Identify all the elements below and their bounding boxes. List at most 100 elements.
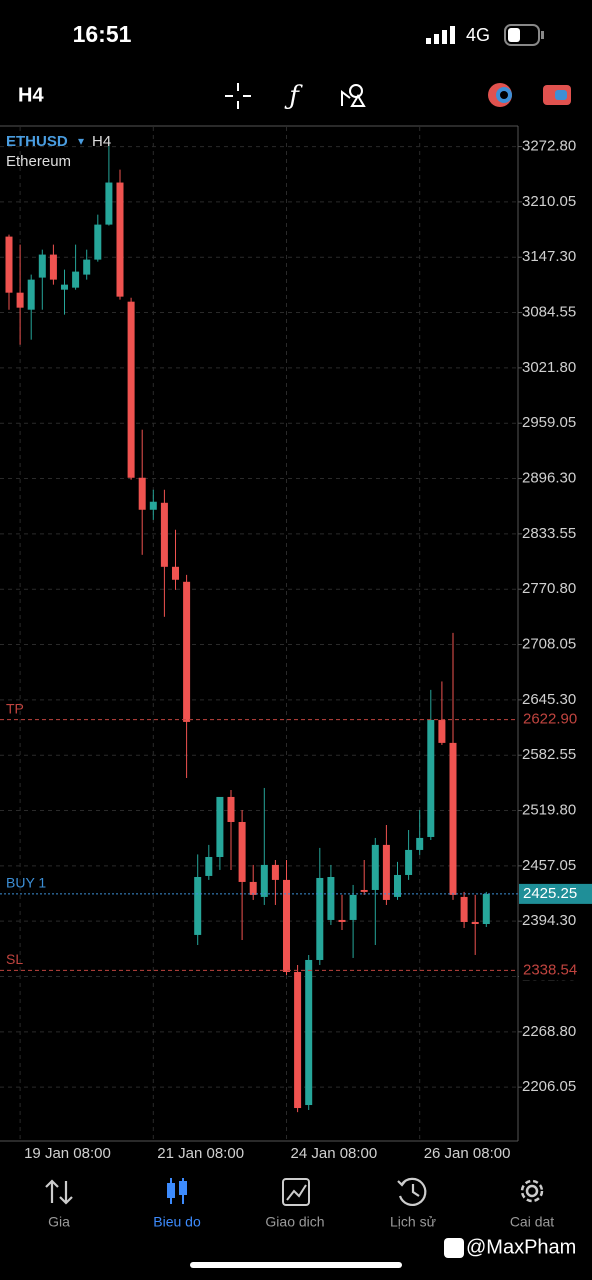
y-tick-label: 2206.05 (522, 1078, 576, 1095)
candle-body (438, 719, 446, 743)
candle-body (360, 889, 368, 892)
price-tag (519, 883, 592, 904)
nav-label[interactable]: Lịch sử (390, 1214, 436, 1230)
plot (0, 127, 522, 1141)
y-tick-label: 2519.80 (522, 801, 576, 818)
symbol-name[interactable]: ETHUSD (6, 133, 68, 150)
y-tick-label: 2268.80 (522, 1023, 576, 1040)
x-tick-label: 19 Jan 08:00 (24, 1145, 111, 1162)
candle-body (194, 877, 202, 935)
candle-body (227, 796, 235, 822)
y-tick-label: 3147.30 (522, 248, 576, 265)
price-line-label: SL (6, 951, 23, 967)
y-tick-label: 2394.30 (522, 912, 576, 929)
candle-body (49, 254, 57, 280)
candle-body (38, 254, 46, 278)
y-tick-label: 2770.80 (522, 580, 576, 597)
crosshair-button[interactable] (225, 83, 251, 109)
candle-body (482, 893, 490, 925)
candle-body (216, 796, 224, 857)
candle-body (127, 301, 135, 478)
y-tick-label: 3084.55 (522, 304, 576, 321)
candle-body (394, 874, 401, 897)
candle-body (471, 921, 479, 925)
candle-body (416, 837, 424, 850)
nav-label[interactable]: Bieu do (153, 1214, 201, 1230)
price-tag-label: 2622.90 (523, 711, 577, 728)
candle-body (238, 821, 246, 882)
candle-body (205, 856, 213, 876)
nav-label[interactable]: Cai dat (510, 1214, 554, 1230)
nav-icon (397, 1177, 427, 1206)
nav-icon (45, 1179, 73, 1205)
nav-icon (520, 1179, 544, 1203)
candle-body (249, 881, 257, 895)
candle-body (283, 879, 290, 972)
candle-body (27, 279, 35, 310)
symbol-arrow: ▾ (78, 134, 84, 148)
y-tick-label: 3272.80 (522, 138, 576, 155)
candle-body (83, 259, 91, 275)
nav-label[interactable]: Giao dich (265, 1214, 324, 1230)
x-tick-label: 26 Jan 08:00 (424, 1145, 511, 1162)
y-tick-label: 2645.30 (522, 691, 576, 708)
y-tick-label: 2959.05 (522, 414, 576, 431)
objects-button[interactable] (341, 84, 366, 107)
candle-body (294, 971, 302, 1109)
y-tick-label: 2708.05 (522, 636, 576, 653)
y-tick-label: 2833.55 (522, 525, 576, 542)
watermark-icon (444, 1238, 464, 1258)
candle-body (338, 919, 346, 922)
nav-icon (167, 1178, 187, 1204)
candle-body (427, 719, 435, 837)
candle-body (149, 501, 157, 510)
candle-body (305, 959, 313, 1106)
candle-body (449, 742, 457, 895)
candle-body (460, 896, 468, 922)
candle-body (160, 502, 168, 567)
price-tag-label: 2425.25 (523, 885, 577, 902)
y-tick-label: 3021.80 (522, 359, 576, 376)
home-indicator (190, 1262, 402, 1268)
y-tick-label: 2896.30 (522, 470, 576, 487)
candle-body (172, 566, 179, 580)
candle-body (138, 477, 146, 510)
candle-body (5, 236, 13, 293)
candle-body (183, 581, 191, 722)
nav: Gia Bieu do Giao dich Lịch sử Cai dat (48, 1214, 554, 1230)
y-tick-label: 2582.55 (522, 746, 576, 763)
candle-body (94, 224, 102, 260)
price-tag-label: 2338.54 (523, 961, 577, 978)
x-tick-label: 21 Jan 08:00 (157, 1145, 244, 1162)
battery-icon (504, 24, 544, 46)
timeframe-button[interactable]: H4 (18, 84, 44, 106)
clock: 16:51 (73, 21, 132, 47)
watermark: @MaxPham (466, 1236, 576, 1258)
network: 4G (466, 25, 490, 45)
y-tick-label: 2457.05 (522, 857, 576, 874)
candle-body (61, 284, 68, 290)
price-tag (519, 960, 592, 981)
candle-body (116, 182, 124, 297)
symbol-description: Ethereum (6, 153, 71, 170)
candle-body (260, 864, 268, 897)
signal-icon (426, 26, 455, 44)
candle-body (382, 844, 390, 900)
nav-icon (282, 1178, 310, 1206)
nav-label[interactable]: Gia (48, 1214, 70, 1230)
candle-body (105, 182, 113, 225)
candle-body (16, 292, 24, 308)
price-tag (519, 709, 592, 730)
y-tick-label: 3210.05 (522, 193, 576, 210)
candle-body (271, 864, 279, 880)
x-tick-label: 24 Jan 08:00 (291, 1145, 378, 1162)
price-line-label: TP (6, 700, 24, 716)
candle-body (405, 849, 413, 875)
candle-body (316, 877, 324, 960)
trade-icon[interactable] (543, 85, 571, 105)
indicator-button[interactable]: ƒ (284, 81, 303, 111)
account-icon[interactable] (488, 83, 512, 107)
price-line-label: BUY 1 (6, 875, 46, 891)
